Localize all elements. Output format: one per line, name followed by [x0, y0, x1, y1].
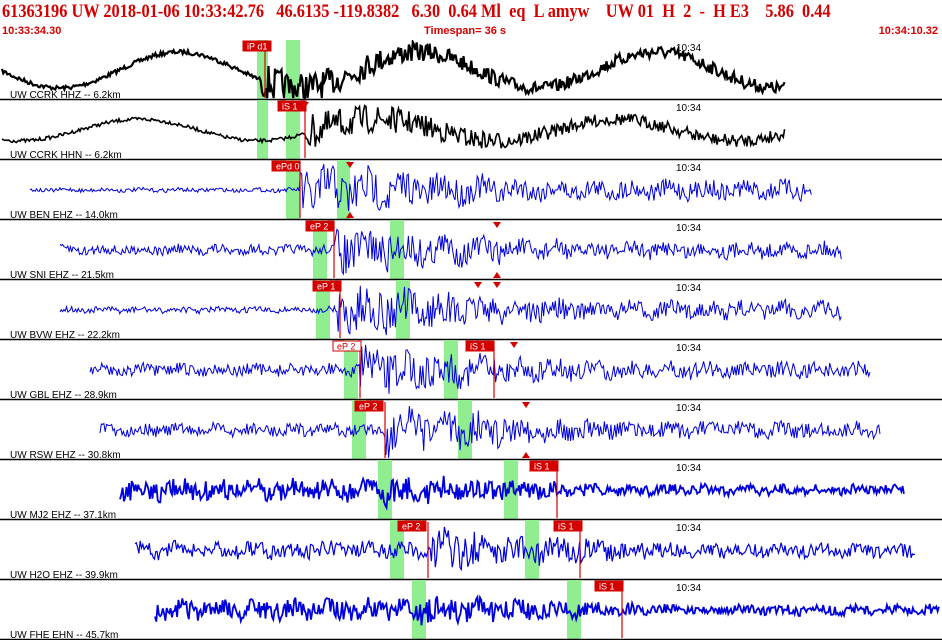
waveform: [59, 285, 842, 336]
waveform: [59, 228, 842, 276]
station-label: UW GBL EHZ -- 28.9km: [10, 390, 117, 401]
station-label: UW CCRK HHN -- 6.2km: [10, 150, 122, 161]
pick-flag[interactable]: [242, 40, 272, 52]
station-label: UW BVW EHZ -- 22.2km: [10, 330, 120, 341]
minute-label: 10:34: [676, 43, 701, 54]
pick-flag[interactable]: [312, 280, 342, 292]
trace-row[interactable]: iS 1 10:34 UW CCRK HHN -- 6.2km: [0, 100, 942, 161]
waveform: [134, 526, 916, 572]
trace-row[interactable]: ePd 0 10:34 UW BEN EHZ -- 14.0km: [0, 160, 942, 221]
pick-flag[interactable]: [594, 580, 624, 592]
phase-window: [337, 160, 350, 220]
seismogram-panel[interactable]: iP d1 10:34 UW CCRK HHZ -- 6.2km iS 1 10:34 U…: [0, 40, 942, 640]
minute-label: 10:34: [676, 343, 701, 354]
minute-label: 10:34: [676, 223, 701, 234]
pick-label: eP 1: [317, 282, 335, 292]
phase-window: [286, 100, 300, 160]
pick-label: iS 1: [558, 522, 574, 532]
phase-window: [504, 460, 518, 520]
trace-row[interactable]: iP d1 10:34 UW CCRK HHZ -- 6.2km: [0, 40, 942, 101]
arrival-marker[interactable]: [493, 272, 501, 278]
event-header: 61363196 UW 2018-01-06 10:33:42.76 46.61…: [0, 0, 942, 40]
trace-row[interactable]: eP 2 10:34 UW RSW EHZ -- 30.8km: [0, 400, 942, 461]
station-label: UW CCRK HHZ -- 6.2km: [10, 90, 121, 101]
waveform: [1, 104, 786, 149]
pick-flag[interactable]: [465, 340, 495, 352]
minute-label: 10:34: [676, 403, 701, 414]
phase-window: [390, 220, 404, 280]
pick-label: iS 1: [470, 342, 486, 352]
trace-row[interactable]: eP 2 iS 1 10:34 UW H2O EHZ -- 39.9km: [0, 520, 942, 581]
end-time: 10:34:10.32: [878, 25, 938, 37]
start-time: 10:33:34.30: [2, 25, 62, 37]
arrival-marker[interactable]: [346, 162, 354, 168]
event-summary: 61363196 UW 2018-01-06 10:33:42.76 46.61…: [2, 1, 831, 22]
pick-label: eP 2: [337, 342, 355, 352]
pick-label: iS 1: [534, 462, 550, 472]
pick-flag[interactable]: [354, 400, 384, 412]
trace-row[interactable]: iS 1 10:34 UW FHE EHN -- 45.7km: [0, 580, 942, 640]
phase-window: [257, 100, 268, 160]
station-label: UW H2O EHZ -- 39.9km: [10, 570, 118, 581]
phase-window: [567, 580, 581, 640]
arrival-marker[interactable]: [493, 282, 501, 288]
station-label: UW BEN EHZ -- 14.0km: [10, 210, 118, 221]
pick-flag[interactable]: [271, 160, 301, 172]
station-label: UW SNI EHZ -- 21.5km: [10, 270, 114, 281]
minute-label: 10:34: [676, 523, 701, 534]
arrival-marker[interactable]: [301, 102, 309, 108]
minute-label: 10:34: [676, 283, 701, 294]
minute-label: 10:34: [676, 103, 701, 114]
pick-label: eP 2: [359, 402, 377, 412]
waveform: [154, 594, 940, 627]
station-label: UW FHE EHN -- 45.7km: [10, 630, 118, 640]
minute-label: 10:34: [676, 463, 701, 474]
pick-flag[interactable]: [397, 520, 427, 532]
pick-label: iS 1: [599, 582, 615, 592]
pick-label: iS 1: [282, 102, 298, 112]
phase-window: [257, 40, 268, 100]
timespan: Timespan= 36 s: [424, 25, 507, 37]
phase-window: [444, 340, 458, 400]
phase-window: [396, 280, 410, 340]
trace-row[interactable]: eP 2 iS 1 10:34 UW GBL EHZ -- 28.9km: [0, 340, 942, 401]
minute-label: 10:34: [676, 163, 701, 174]
arrival-marker[interactable]: [493, 222, 501, 228]
waveform: [119, 475, 905, 511]
phase-window: [525, 520, 539, 580]
arrival-marker[interactable]: [474, 282, 482, 288]
pick-flag[interactable]: [529, 460, 559, 472]
pick-label: eP 2: [402, 522, 420, 532]
arrival-marker[interactable]: [522, 402, 530, 408]
station-label: UW MJ2 EHZ -- 37.1km: [10, 510, 116, 521]
station-label: UW RSW EHZ -- 30.8km: [10, 450, 121, 461]
waveform: [0, 40, 786, 100]
minute-label: 10:34: [676, 583, 701, 594]
waveform: [29, 163, 812, 211]
pick-label: iP d1: [247, 42, 267, 52]
arrival-marker[interactable]: [522, 452, 530, 458]
arrival-marker[interactable]: [510, 342, 518, 348]
pick-label: eP 2: [310, 222, 328, 232]
pick-label: ePd 0: [276, 162, 300, 172]
phase-window: [316, 280, 330, 340]
trace-row[interactable]: iS 1 10:34 UW MJ2 EHZ -- 37.1km: [0, 460, 942, 521]
pick-flag[interactable]: [332, 340, 362, 352]
phase-window: [344, 340, 358, 400]
trace-row[interactable]: eP 1 10:34 UW BVW EHZ -- 22.2km: [0, 280, 942, 341]
phase-window: [378, 460, 392, 520]
waveform: [89, 344, 871, 394]
pick-flag[interactable]: [305, 220, 335, 232]
pick-flag[interactable]: [553, 520, 583, 532]
arrival-marker[interactable]: [346, 212, 354, 218]
trace-row[interactable]: eP 2 10:34 UW SNI EHZ -- 21.5km: [0, 220, 942, 281]
waveform: [99, 406, 881, 458]
